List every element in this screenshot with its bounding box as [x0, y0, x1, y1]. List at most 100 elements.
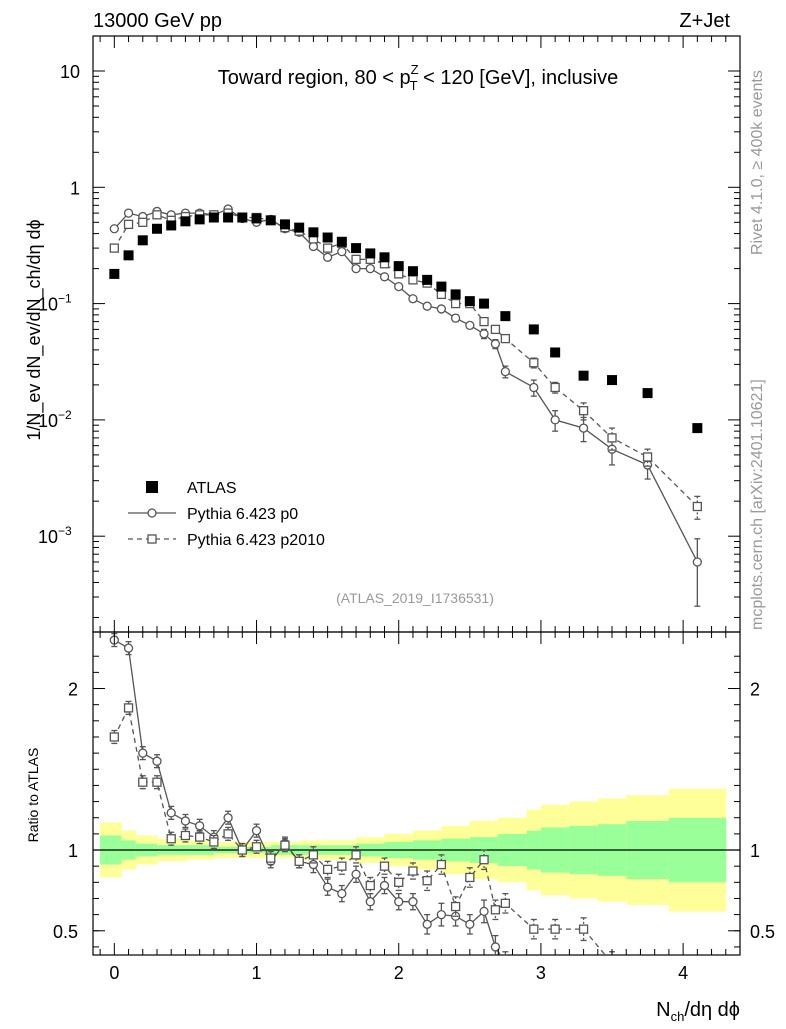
point-p0 — [422, 301, 432, 311]
point-atlas — [265, 215, 276, 226]
ratio-point-p2010 — [529, 924, 539, 934]
ratio-point-p2010 — [294, 856, 304, 866]
point-atlas — [393, 261, 404, 272]
point-p0 — [322, 252, 333, 262]
ratio-point-p2010 — [237, 845, 247, 855]
point-atlas — [308, 227, 319, 238]
ratio-point-p0 — [152, 756, 162, 766]
point-atlas — [223, 212, 234, 223]
title-sup: Z — [411, 62, 419, 77]
point-atlas — [166, 220, 177, 231]
ratio-y-tick-label: 0.5 — [53, 922, 78, 942]
ratio-point-p0 — [490, 942, 501, 952]
point-p2010 — [529, 358, 539, 368]
point-atlas — [379, 252, 390, 263]
title-part-a: Toward region, 80 < p — [218, 67, 411, 89]
mcplots-label: mcplots.cern.ch [arXiv:2401.10621] — [749, 379, 766, 630]
ratio-y-tick-label-right: 1 — [750, 841, 760, 861]
point-p0 — [436, 304, 447, 314]
point-atlas — [237, 212, 248, 223]
ratio-point-p0 — [608, 975, 616, 983]
x-tick-label: 4 — [678, 963, 688, 983]
point-atlas — [151, 223, 162, 234]
title-sub: T — [410, 78, 418, 93]
ratio-point-p2010 — [351, 850, 361, 860]
ratio-point-p2010 — [422, 876, 432, 886]
y-tick-label-top: 10 — [60, 62, 80, 82]
title-part-b: < 120 [GeV], inclusive — [418, 67, 619, 89]
point-p0 — [109, 224, 119, 234]
point-atlas — [123, 250, 134, 261]
point-atlas — [351, 243, 362, 254]
ratio-point-p0 — [465, 919, 475, 929]
ratio-point-p0 — [180, 816, 191, 826]
point-atlas — [109, 268, 120, 279]
point-atlas — [407, 266, 418, 277]
y-tick-label-top: 1 — [70, 178, 80, 198]
ratio-point-p0 — [422, 919, 432, 929]
point-atlas — [322, 232, 333, 243]
y-tick-exponent: −2 — [58, 408, 72, 422]
point-atlas — [436, 281, 447, 292]
point-atlas — [365, 248, 376, 259]
y-tick-exponent: −1 — [58, 292, 72, 306]
ratio-point-p0 — [379, 880, 390, 891]
ratio-point-p2010 — [152, 777, 162, 787]
ratio-point-p2010 — [337, 861, 347, 871]
point-p0 — [365, 263, 375, 274]
point-p2010 — [322, 243, 333, 253]
point-atlas — [607, 375, 618, 386]
point-p2010 — [109, 243, 119, 253]
ratio-point-p0 — [365, 897, 375, 907]
ratio-point-p0 — [479, 906, 489, 917]
x-label-b: /dη dϕ — [684, 999, 740, 1021]
ratio-point-p2010 — [109, 732, 119, 742]
y-axis-label-top: 1/N_ev dN_ev/dN_ch/dη dϕ — [24, 219, 45, 440]
ratio-point-p2010 — [500, 898, 511, 908]
point-atlas — [450, 289, 461, 300]
point-p2010 — [692, 501, 702, 512]
point-p2010 — [138, 217, 148, 227]
ratio-point-p2010 — [490, 905, 501, 915]
x-label-sub: ch — [671, 1009, 685, 1024]
point-atlas — [208, 212, 219, 223]
series-line-p2010 — [113, 212, 698, 507]
legend-marker-p2010 — [147, 534, 157, 544]
point-p2010 — [490, 324, 501, 335]
ratio-point-p2010 — [408, 866, 418, 876]
ratio-point-p2010 — [394, 877, 404, 887]
point-p2010 — [642, 452, 653, 462]
ratio-panel: 0.5 0.5 1 1 2 2 — [53, 631, 775, 983]
legend: ATLAS Pythia 6.423 p0 Pythia 6.423 p2010 — [128, 480, 325, 549]
point-p0 — [578, 423, 589, 433]
ratio-point-p0 — [408, 897, 418, 907]
point-p0 — [394, 281, 404, 292]
ratio-point-p0 — [123, 643, 134, 653]
point-atlas — [137, 235, 148, 246]
point-p0 — [337, 246, 347, 257]
y-tick-base: 10 — [38, 411, 58, 431]
point-atlas — [422, 274, 433, 285]
ratio-point-p2010 — [379, 861, 390, 871]
point-p0 — [465, 320, 475, 331]
point-p0 — [550, 415, 560, 425]
point-p0 — [408, 294, 418, 304]
y-tick-label-top: 10−1 — [38, 292, 72, 315]
point-atlas — [500, 311, 511, 322]
point-p0 — [351, 263, 361, 274]
ratio-point-p2010 — [123, 703, 134, 713]
point-p0 — [479, 329, 489, 339]
point-p2010 — [450, 298, 461, 309]
point-atlas — [251, 213, 262, 224]
point-p0 — [490, 339, 501, 349]
x-tick-label: 1 — [252, 963, 262, 983]
y-axis-label-ratio: Ratio to ATLAS — [25, 748, 41, 843]
legend-marker-p0 — [147, 508, 157, 518]
ratio-y-tick-label-right: 2 — [750, 680, 760, 700]
point-p2010 — [500, 333, 511, 344]
legend-label-p2010: Pythia 6.423 p2010 — [187, 532, 325, 549]
ratio-point-p2010 — [578, 924, 589, 934]
ratio-point-p0 — [308, 859, 319, 870]
point-atlas — [180, 216, 191, 227]
